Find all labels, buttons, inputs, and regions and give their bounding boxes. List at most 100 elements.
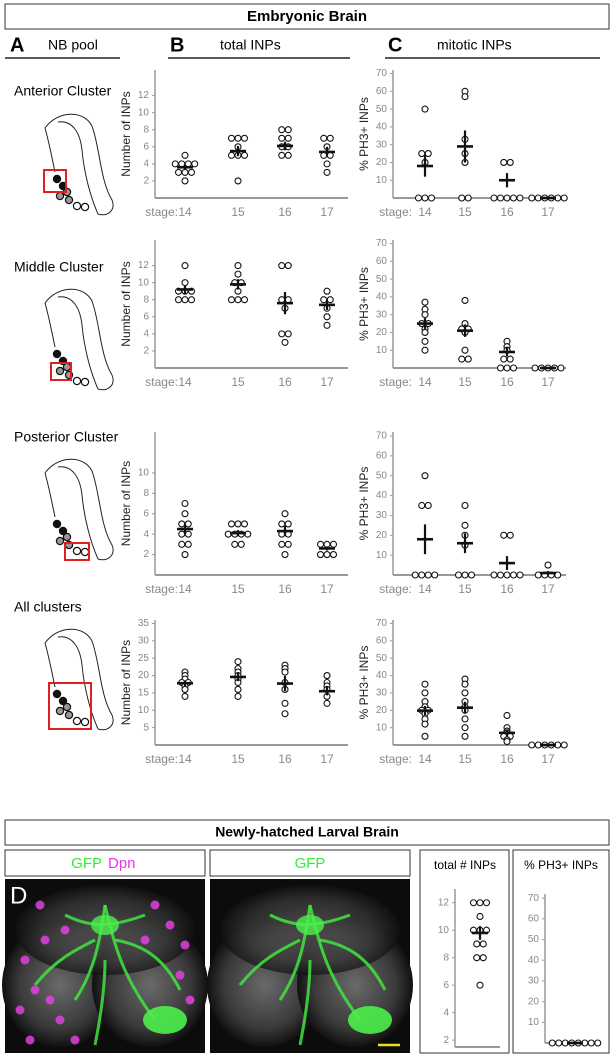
data-point [528,741,536,749]
x-tick-label: 14 [418,205,432,219]
x-tick-label: 17 [320,752,334,766]
data-point [227,151,236,159]
data-point [281,510,289,518]
panel-label: NB pool [48,37,98,53]
data-point [548,1039,556,1047]
data-point [181,262,189,270]
data-point [503,571,511,579]
gfp-cluster [348,1006,392,1034]
data-point [178,160,186,168]
data-point [281,668,289,676]
neuroblast [80,377,90,387]
y-tick-label: 40 [376,292,388,303]
dpn-cell [150,900,160,910]
y-tick-label: 20 [138,670,150,681]
data-point [458,194,466,202]
gfp-cluster [296,915,324,935]
neuroblast [62,362,72,372]
y-tick-label: 15 [138,688,150,699]
neuroblast [58,526,68,536]
x-axis-label: stage: [379,582,412,596]
neuroblast [55,536,65,546]
data-point [506,355,514,363]
brain-outline [44,288,114,391]
y-tick-label: 20 [376,327,388,338]
data-point [323,313,331,321]
figure-title: Embryonic Brain [247,8,367,25]
neurite [319,938,387,991]
data-point [421,680,429,688]
y-tick-label: 2 [143,549,149,560]
data-point [476,981,484,989]
y-tick-label: 10 [138,277,150,288]
y-tick-label: 50 [376,470,388,481]
x-tick-label: 15 [458,582,472,596]
data-point [421,472,429,480]
data-point [464,355,472,363]
x-tick-label: 17 [320,205,334,219]
x-tick-label: 15 [458,752,472,766]
data-point [284,330,292,338]
y-tick-label: 70 [376,238,388,249]
data-point [231,540,239,548]
data-point [418,150,426,158]
y-tick-label: 30 [376,139,388,150]
data-point [278,126,286,134]
cluster-box [43,169,67,193]
neuroblast [80,202,90,212]
data-point [174,168,183,176]
data-point [184,530,192,538]
data-point [234,658,242,666]
data-point [237,540,245,548]
data-point [184,520,192,528]
neuroblast [55,366,65,376]
cluster-label: Middle Cluster [14,259,104,275]
data-point [234,262,242,270]
y-tick-label: 50 [376,104,388,115]
x-tick-label: 14 [178,205,192,219]
y-tick-label: 20 [528,996,540,1007]
neuroblast [72,546,82,556]
dpn-cell [140,935,150,945]
channel-label: GFP [295,855,326,872]
y-tick-label: 6 [143,311,149,322]
data-point [240,151,249,159]
data-point [187,296,196,304]
neurite [114,938,182,991]
data-point [234,134,242,142]
x-tick-label: 15 [231,205,245,219]
data-point [320,134,328,142]
data-point [281,338,289,346]
y-tick-label: 8 [143,124,149,135]
dpn-cell [60,925,70,935]
y-tick-label: 30 [376,688,388,699]
data-point [482,899,491,907]
y-tick-label: 40 [376,670,388,681]
y-tick-label: 30 [528,976,540,987]
data-point [234,177,242,185]
brain-outline [57,466,99,560]
data-point [490,571,498,579]
y-tick-label: 6 [143,141,149,152]
data-point [496,194,505,202]
x-tick-label: 15 [231,752,245,766]
data-point [461,296,469,304]
data-point [278,134,286,142]
data-point [461,93,469,101]
brain-outline [44,642,56,688]
micrograph [2,879,208,1053]
data-point [414,194,423,202]
data-point [284,134,292,142]
data-point [178,540,186,548]
data-point [284,262,292,270]
data-point [421,720,429,728]
data-point [181,296,189,304]
x-axis-label: stage: [145,205,178,219]
x-tick-label: 17 [541,375,555,389]
data-point [461,571,469,579]
neuroblast [52,519,62,529]
x-tick-label: 14 [178,582,192,596]
data-point [320,151,328,159]
y-tick-label: 10 [138,705,150,716]
larval-title: Newly-hatched Larval Brain [215,824,399,840]
